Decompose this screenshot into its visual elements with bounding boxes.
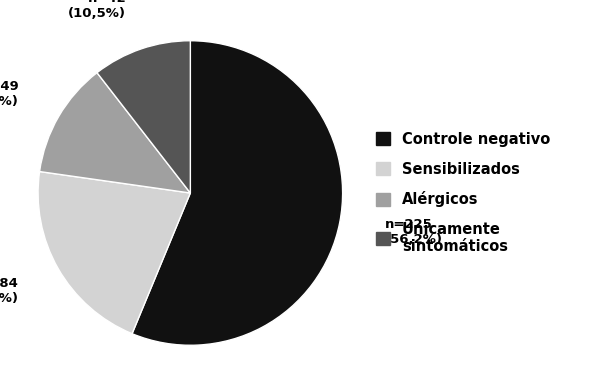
Text: n=49
(12,2%): n=49 (12,2%) [0,80,19,108]
Wedge shape [38,171,190,334]
Text: n=84
(21,0%): n=84 (21,0%) [0,277,18,305]
Legend: Controle negativo, Sensibilizados, Alérgicos, Unicamente
sintomáticos: Controle negativo, Sensibilizados, Alérg… [376,132,550,254]
Text: n=42
(10,5%): n=42 (10,5%) [68,0,126,20]
Wedge shape [97,41,190,193]
Wedge shape [132,41,343,345]
Text: n=225
(56,2%): n=225 (56,2%) [384,218,443,245]
Wedge shape [39,73,190,193]
